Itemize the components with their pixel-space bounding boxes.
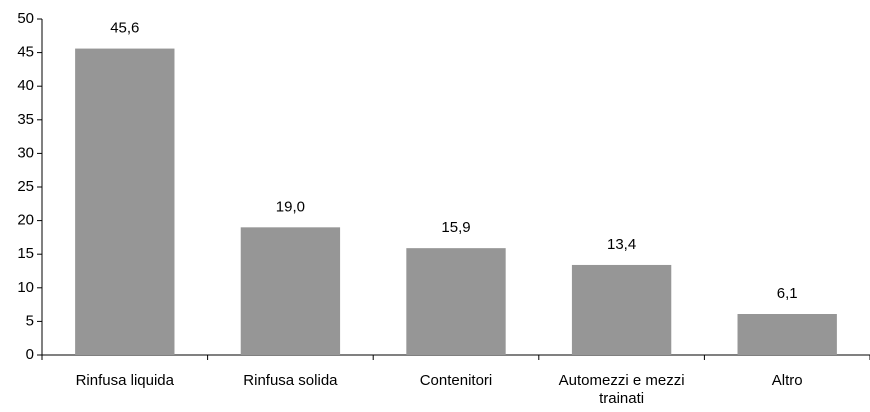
- y-tick-label: 25: [17, 178, 34, 195]
- x-tick-label: Rinfusa solida: [243, 372, 338, 389]
- x-tick-label: Automezzi e mezzi trainati: [558, 372, 685, 407]
- value-label: 6,1: [777, 285, 798, 302]
- y-tick-label: 45: [17, 44, 34, 61]
- value-label: 19,0: [276, 198, 305, 215]
- bar: [75, 48, 175, 356]
- y-tick-label: 0: [26, 346, 34, 363]
- bar: [571, 264, 672, 355]
- bar: [406, 248, 506, 355]
- y-tick-label: 50: [17, 10, 34, 27]
- bar: [240, 227, 341, 355]
- y-tick-label: 40: [17, 77, 34, 94]
- value-label: 45,6: [110, 20, 139, 37]
- y-tick-label: 30: [17, 144, 34, 161]
- x-tick-label: Altro: [771, 372, 803, 389]
- x-tick-label: Contenitori: [419, 372, 493, 389]
- x-tick-label: Rinfusa liquida: [75, 372, 174, 389]
- value-label: 15,9: [441, 219, 470, 236]
- y-tick-label: 20: [17, 212, 34, 229]
- value-label: 13,4: [607, 236, 636, 253]
- y-tick-label: 35: [17, 111, 34, 128]
- y-tick-label: 5: [26, 312, 34, 329]
- bar: [737, 314, 837, 355]
- y-tick-label: 10: [17, 279, 34, 296]
- y-tick-label: 15: [17, 245, 34, 262]
